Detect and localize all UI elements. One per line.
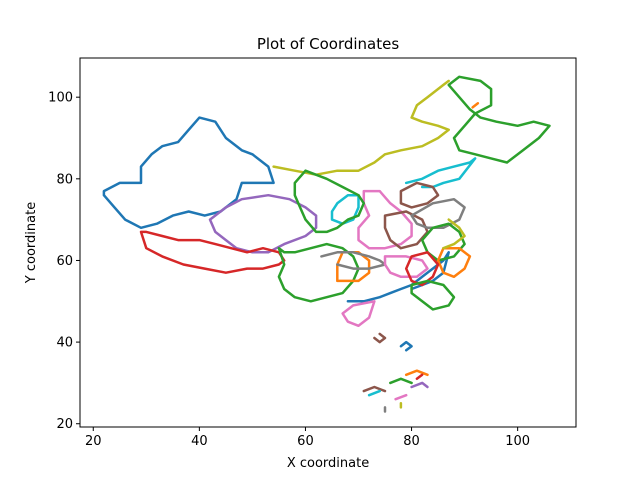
series-line-27	[389, 377, 413, 385]
series-line-15	[330, 193, 360, 225]
x-axis-label: X coordinate	[287, 456, 369, 471]
series-line-30	[367, 389, 381, 397]
series-line-32	[415, 373, 424, 381]
series-layer	[102, 75, 551, 413]
series-line-17	[420, 222, 466, 262]
series-line-2	[272, 79, 450, 176]
series-line-0	[102, 116, 275, 230]
y-axis-ticks: 20 40 60 80 100	[48, 91, 80, 432]
series-line-28	[404, 369, 429, 377]
chart-title: Plot of Coordinates	[257, 35, 399, 53]
series-line-3	[404, 157, 477, 189]
x-tick-label: 60	[297, 434, 314, 449]
series-line-26	[362, 385, 387, 393]
x-tick-label: 80	[403, 434, 420, 449]
series-line-14	[320, 251, 387, 270]
series-line-9	[341, 300, 376, 328]
series-line-1	[447, 75, 551, 164]
series-line-19	[436, 246, 472, 279]
y-tick-label: 20	[56, 417, 73, 432]
y-tick-label: 80	[56, 172, 73, 187]
y-axis-label: Y coordinate	[24, 202, 39, 284]
y-tick-label: 40	[56, 336, 73, 351]
series-line-7	[336, 251, 371, 283]
x-tick-label: 20	[85, 434, 102, 449]
series-line-10	[357, 189, 413, 250]
series-line-16	[293, 169, 366, 234]
series-line-29	[410, 381, 429, 389]
series-line-25	[399, 340, 413, 352]
series-line-22	[442, 218, 466, 250]
series-line-13	[410, 197, 466, 230]
x-tick-label: 40	[191, 434, 208, 449]
series-line-24	[373, 332, 387, 344]
series-line-11	[399, 181, 440, 209]
y-tick-label: 60	[56, 254, 73, 269]
x-tick-label: 100	[505, 434, 530, 449]
series-line-23	[471, 102, 480, 109]
y-tick-label: 100	[48, 91, 73, 106]
x-axis-ticks: 20 40 60 80 100	[85, 427, 530, 449]
plot-area	[80, 58, 576, 427]
series-line-21	[410, 279, 456, 311]
plot-frame	[79, 57, 577, 428]
series-line-8	[346, 251, 450, 303]
series-line-31	[394, 393, 408, 401]
